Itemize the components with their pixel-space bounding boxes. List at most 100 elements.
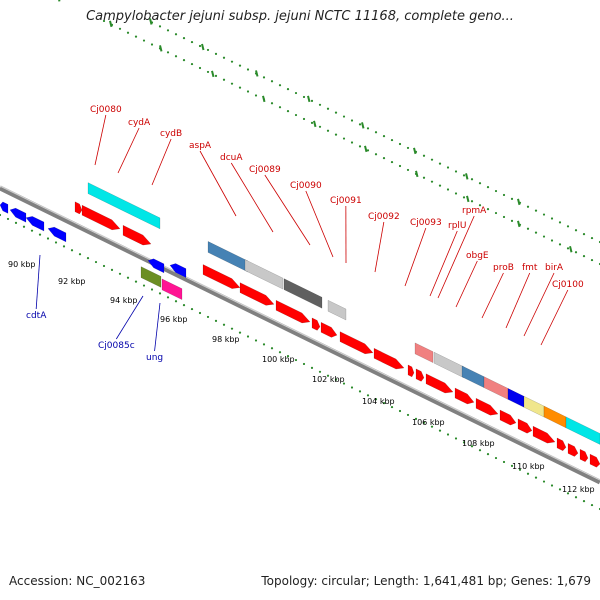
accession-label: Accession: NC_002163 — [9, 574, 146, 588]
map-title: Campylobacter jejuni subsp. jejuni NCTC … — [86, 9, 514, 24]
forward-gene-label[interactable]: cydA — [128, 118, 151, 128]
scale-label: 106 kbp — [412, 418, 445, 427]
label-leader-line — [455, 260, 478, 308]
label-leader-line — [154, 302, 161, 352]
label-leader-line — [115, 295, 144, 340]
tick-track — [0, 213, 600, 511]
feature-box[interactable] — [543, 405, 567, 429]
feature-box[interactable] — [161, 278, 183, 301]
label-leader-line — [230, 162, 274, 233]
forward-gene-label[interactable]: obgE — [466, 251, 489, 261]
label-leader-line — [94, 114, 107, 166]
reverse-cds-arrow[interactable] — [25, 216, 45, 232]
forward-cds-arrow[interactable] — [499, 409, 517, 426]
forward-cds-arrow[interactable] — [567, 442, 579, 457]
forward-cds-arrow[interactable] — [556, 437, 567, 452]
scale-label: 108 kbp — [462, 439, 495, 448]
forward-cds-arrow[interactable] — [311, 317, 321, 331]
forward-cds-arrow[interactable] — [81, 204, 121, 231]
forward-gene-label[interactable]: birA — [545, 263, 564, 273]
forward-gene-label[interactable]: Cj0090 — [290, 181, 322, 191]
forward-cds-arrow[interactable] — [454, 387, 475, 405]
forward-gene-label[interactable]: Cj0089 — [249, 165, 281, 175]
major-tick — [109, 20, 113, 28]
feature-box[interactable] — [207, 241, 249, 273]
feature-box[interactable] — [523, 395, 545, 418]
feature-box[interactable] — [433, 351, 465, 379]
forward-gene-label[interactable]: proB — [493, 263, 514, 273]
forward-cds-arrow[interactable] — [475, 397, 499, 416]
forward-cds-arrow[interactable] — [202, 264, 241, 289]
forward-cds-arrow[interactable] — [532, 425, 556, 444]
major-tick — [413, 147, 417, 155]
reverse-gene-label[interactable]: cdtA — [26, 311, 47, 321]
major-tick — [364, 145, 368, 153]
forward-cds-arrow[interactable] — [415, 368, 425, 382]
forward-gene-label[interactable]: rplU — [448, 221, 467, 231]
label-leader-line — [305, 190, 334, 258]
reverse-cds-arrow[interactable] — [47, 226, 67, 243]
forward-gene-label[interactable]: Cj0092 — [368, 212, 400, 222]
reverse-cds-arrow[interactable] — [147, 258, 165, 274]
feature-box[interactable] — [414, 342, 434, 364]
feature-box[interactable] — [565, 416, 600, 445]
forward-gene-label[interactable]: Cj0093 — [410, 218, 442, 228]
tick-track — [102, 19, 600, 266]
forward-gene-label[interactable]: aspA — [189, 141, 212, 151]
forward-cds-arrow[interactable] — [425, 373, 454, 394]
major-tick — [466, 195, 470, 203]
label-leader-line — [199, 150, 237, 217]
major-tick — [307, 95, 311, 103]
forward-cds-arrow[interactable] — [122, 224, 152, 246]
feature-box[interactable] — [283, 278, 323, 309]
forward-cds-arrow[interactable] — [239, 282, 275, 306]
major-tick — [159, 45, 163, 52]
feature-box[interactable] — [87, 182, 161, 230]
forward-cds-arrow[interactable] — [275, 299, 311, 324]
forward-gene-label[interactable]: Cj0091 — [330, 196, 362, 206]
feature-box[interactable] — [327, 299, 347, 321]
forward-gene-label[interactable]: Cj0080 — [90, 105, 122, 115]
reverse-gene-label[interactable]: Cj0085c — [98, 341, 135, 351]
scale-label: 102 kbp — [312, 375, 345, 384]
feature-box[interactable] — [140, 266, 162, 288]
forward-gene-label[interactable]: rpmA — [462, 206, 487, 216]
forward-gene-label[interactable]: dcuA — [220, 153, 243, 163]
feature-box[interactable] — [244, 259, 284, 290]
forward-gene-label[interactable]: Cj0100 — [552, 280, 584, 290]
major-tick — [415, 170, 419, 178]
scale-label: 96 kbp — [160, 315, 188, 324]
forward-cds-arrow[interactable] — [579, 448, 589, 463]
major-tick — [149, 18, 153, 25]
genome-summary: Topology: circular; Length: 1,641,481 bp… — [261, 574, 591, 588]
major-tick — [517, 198, 521, 206]
label-leader-line — [523, 272, 555, 337]
forward-cds-arrow[interactable] — [517, 418, 533, 434]
forward-cds-arrow[interactable] — [373, 347, 405, 370]
forward-cds-arrow[interactable] — [74, 201, 83, 215]
forward-gene-label[interactable]: fmt — [522, 263, 538, 273]
feature-box[interactable] — [507, 388, 525, 408]
feature-box[interactable] — [461, 365, 485, 389]
scale-label: 90 kbp — [8, 260, 36, 269]
scale-label: 94 kbp — [110, 296, 138, 305]
forward-cds-arrow[interactable] — [339, 331, 374, 355]
major-tick — [201, 43, 205, 51]
reverse-cds-arrow[interactable] — [0, 201, 9, 214]
reverse-gene-label[interactable]: ung — [146, 353, 163, 363]
forward-cds-arrow[interactable] — [320, 321, 338, 338]
feature-box[interactable] — [483, 376, 509, 400]
major-tick — [465, 173, 469, 180]
scale-label: 92 kbp — [58, 277, 86, 286]
forward-cds-arrow[interactable] — [407, 364, 415, 378]
label-leader-line — [264, 174, 311, 246]
tick-track — [150, 21, 600, 244]
forward-gene-label[interactable]: cydB — [160, 129, 182, 139]
scale-label: 104 kbp — [362, 397, 395, 406]
forward-cds-arrow[interactable] — [589, 453, 600, 468]
major-tick — [517, 220, 521, 228]
reverse-cds-arrow[interactable] — [169, 263, 187, 279]
reverse-cds-arrow[interactable] — [9, 207, 27, 223]
label-leader-line — [117, 127, 140, 174]
